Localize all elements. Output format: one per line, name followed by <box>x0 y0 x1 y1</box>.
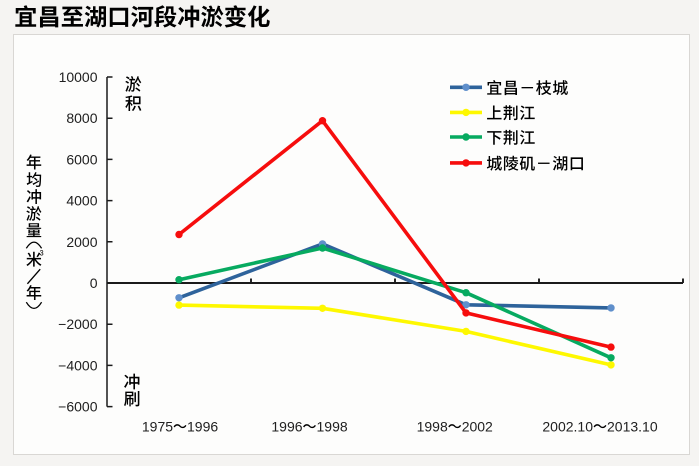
svg-text:10000: 10000 <box>59 69 98 85</box>
svg-text:−4000: −4000 <box>58 357 98 373</box>
svg-text:2002.10: 2002.10 <box>542 419 593 435</box>
svg-text:4000: 4000 <box>66 193 97 209</box>
svg-text:2013.10: 2013.10 <box>607 419 658 435</box>
svg-text:2002: 2002 <box>462 419 493 435</box>
svg-text:6000: 6000 <box>66 151 97 167</box>
svg-text:1998: 1998 <box>417 419 448 435</box>
svg-text:8000: 8000 <box>66 110 97 126</box>
svg-text:−2000: −2000 <box>58 316 98 332</box>
svg-text:1998: 1998 <box>317 419 348 435</box>
svg-text:−6000: −6000 <box>58 399 98 415</box>
svg-text:1975: 1975 <box>142 419 173 435</box>
svg-text:1996: 1996 <box>271 419 302 435</box>
svg-text:0: 0 <box>90 275 98 291</box>
svg-text:2000: 2000 <box>66 234 97 250</box>
svg-text:1996: 1996 <box>187 419 218 435</box>
